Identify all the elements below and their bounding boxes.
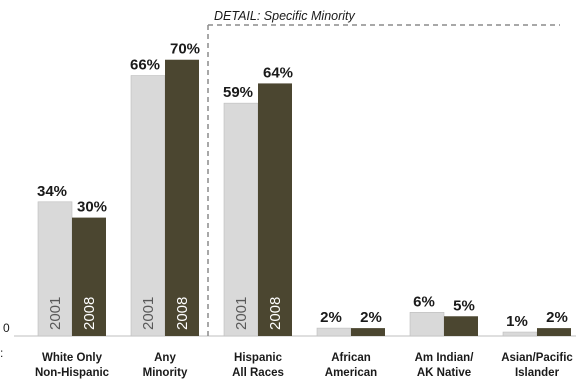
- series-label-2001-0: 2001: [47, 297, 64, 330]
- bar-2008-1: [165, 59, 199, 336]
- category-label-2-line-0: Hispanic: [234, 352, 283, 364]
- data-label-2001-3: 2%: [320, 309, 342, 326]
- data-label-2001-2: 59%: [223, 84, 253, 101]
- bar-2008-4: [444, 316, 478, 336]
- data-label-2001-1: 66%: [130, 57, 160, 74]
- detail-annotation: DETAIL: Specific Minority: [214, 9, 356, 23]
- bar-2008-0: [72, 217, 106, 336]
- series-label-2008-0: 2008: [81, 297, 98, 330]
- category-label-5-line-0: Asian/Pacific: [501, 352, 573, 364]
- data-label-2008-5: 2%: [546, 309, 568, 326]
- bar-2001-0: [37, 201, 73, 337]
- data-label-2008-2: 64%: [263, 64, 293, 81]
- category-label-0-line-1: Non-Hispanic: [35, 367, 110, 379]
- series-label-2001-1: 2001: [140, 297, 157, 330]
- x-axis-stub-label: :: [0, 346, 3, 360]
- data-label-2008-1: 70%: [170, 41, 200, 58]
- bar-2008-5: [537, 328, 571, 336]
- category-label-4-line-0: Am Indian/: [415, 352, 475, 364]
- bar-2001-3: [316, 327, 352, 337]
- data-label-2008-4: 5%: [453, 297, 475, 314]
- category-label-4-line-1: AK Native: [417, 367, 471, 379]
- bar-2001-4: [409, 312, 445, 337]
- bar-group: 34% 2001 30% 2008 White Only Non-Hispanic 66% 2…: [35, 41, 573, 379]
- series-label-2001-2: 2001: [233, 297, 250, 330]
- bar-2008-3: [351, 328, 385, 336]
- y-axis-zero-label: 0: [3, 321, 10, 335]
- data-label-2001-4: 6%: [413, 293, 435, 310]
- detail-bracket: DETAIL: Specific Minority: [207, 9, 560, 336]
- bar-2001-1: [130, 75, 166, 337]
- series-label-2008-1: 2008: [174, 297, 191, 330]
- bar-2001-5: [502, 331, 538, 337]
- category-label-3-line-0: African: [331, 352, 371, 364]
- data-label-2008-3: 2%: [360, 309, 382, 326]
- data-label-2008-0: 30%: [77, 199, 107, 216]
- data-label-2001-5: 1%: [506, 313, 528, 330]
- category-label-5-line-1: Islander: [515, 367, 560, 379]
- bar-2008-2: [258, 83, 292, 336]
- category-label-3-line-1: American: [325, 367, 377, 379]
- bar-2001-2: [223, 102, 259, 337]
- data-label-2001-0: 34%: [37, 183, 67, 200]
- series-label-2008-2: 2008: [267, 297, 284, 330]
- category-label-0-line-0: White Only: [42, 352, 103, 364]
- category-label-1-line-1: Minority: [143, 367, 188, 379]
- category-label-1-line-0: Any: [154, 352, 176, 364]
- category-label-2-line-1: All Races: [232, 367, 284, 379]
